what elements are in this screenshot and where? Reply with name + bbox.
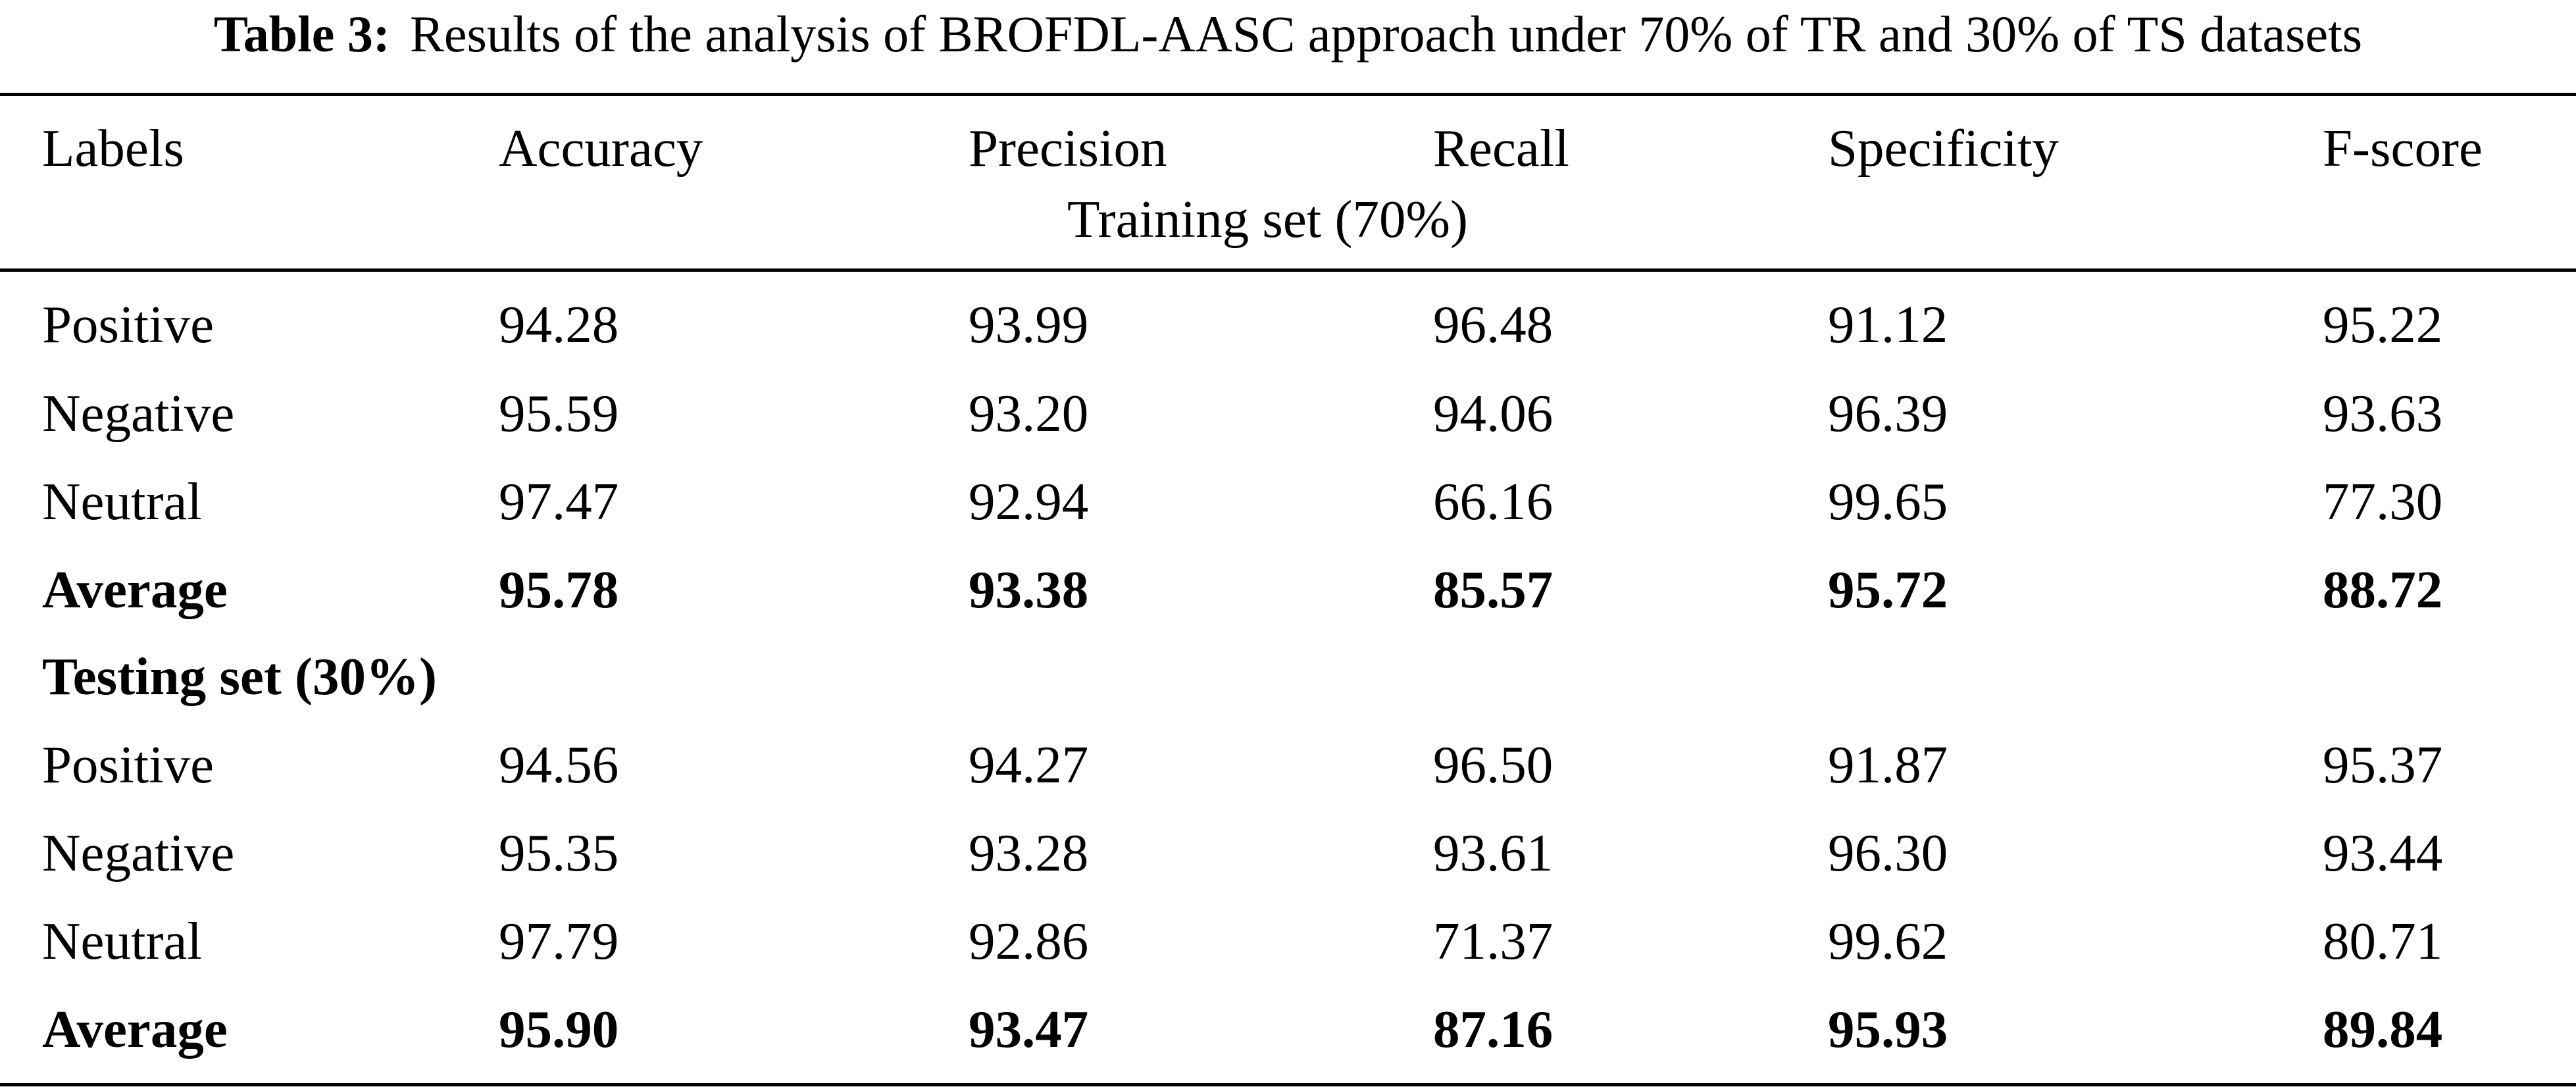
table-cell-f-score: 77.30 bbox=[2323, 472, 2443, 531]
table-cell-specificity: 91.12 bbox=[1828, 295, 1948, 354]
table-cell-recall: 85.57 bbox=[1433, 560, 1553, 619]
column-header-f-score: F-score bbox=[2323, 118, 2483, 178]
training-set-heading: Training set (70%) bbox=[1067, 190, 1468, 249]
table-cell-f-score: 89.84 bbox=[2323, 1000, 2443, 1059]
table-cell-label: Negative bbox=[42, 823, 235, 882]
table-cell-accuracy: 97.79 bbox=[499, 911, 619, 971]
table-header-rule bbox=[0, 268, 2576, 272]
table-bottom-rule bbox=[0, 1083, 2576, 1086]
table-cell-f-score: 95.22 bbox=[2323, 295, 2443, 354]
table-cell-label: Average bbox=[42, 560, 228, 619]
table-cell-recall: 71.37 bbox=[1433, 911, 1553, 971]
table-cell-specificity: 95.93 bbox=[1828, 1000, 1948, 1059]
column-header-specificity: Specificity bbox=[1828, 118, 2059, 178]
table-cell-label: Neutral bbox=[42, 911, 202, 971]
table-cell-precision: 93.47 bbox=[969, 1000, 1089, 1059]
table-cell-accuracy: 95.59 bbox=[499, 384, 619, 443]
table-cell-accuracy: 95.78 bbox=[499, 560, 619, 619]
table-cell-label: Positive bbox=[42, 735, 215, 794]
column-header-precision: Precision bbox=[969, 118, 1167, 178]
table-cell-accuracy: 95.90 bbox=[499, 1000, 619, 1059]
table-cell-specificity: 96.30 bbox=[1828, 823, 1948, 882]
table-cell-accuracy: 97.47 bbox=[499, 472, 619, 531]
table-cell-precision: 92.94 bbox=[969, 472, 1089, 531]
caption-label: Table 3: bbox=[213, 5, 390, 63]
column-header-labels: Labels bbox=[42, 118, 184, 178]
table-cell-specificity: 95.72 bbox=[1828, 560, 1948, 619]
table-cell-f-score: 93.44 bbox=[2323, 823, 2443, 882]
table-cell-recall: 96.50 bbox=[1433, 735, 1553, 794]
table-cell-precision: 93.99 bbox=[969, 295, 1089, 354]
caption-text: Results of the analysis of BROFDL-AASC a… bbox=[409, 5, 2363, 63]
table-cell-precision: 94.27 bbox=[969, 735, 1089, 794]
table-cell-recall: 94.06 bbox=[1433, 384, 1553, 443]
table-cell-recall: 87.16 bbox=[1433, 1000, 1553, 1059]
table-cell-label: Negative bbox=[42, 384, 235, 443]
table-cell-precision: 92.86 bbox=[969, 911, 1089, 971]
table-cell-specificity: 91.87 bbox=[1828, 735, 1948, 794]
table-top-rule bbox=[0, 93, 2576, 96]
table-cell-recall: 93.61 bbox=[1433, 823, 1553, 882]
table-cell-precision: 93.28 bbox=[969, 823, 1089, 882]
table-cell-recall: 96.48 bbox=[1433, 295, 1553, 354]
table-cell-f-score: 80.71 bbox=[2323, 911, 2443, 971]
table-cell-specificity: 99.65 bbox=[1828, 472, 1948, 531]
table-cell-f-score: 93.63 bbox=[2323, 384, 2443, 443]
table-cell-label: Positive bbox=[42, 295, 215, 354]
table-cell-f-score: 95.37 bbox=[2323, 735, 2443, 794]
table-cell-accuracy: 94.56 bbox=[499, 735, 619, 794]
testing-set-heading: Testing set (30%) bbox=[42, 647, 437, 706]
table-cell-specificity: 99.62 bbox=[1828, 911, 1948, 971]
table-cell-accuracy: 95.35 bbox=[499, 823, 619, 882]
table-cell-label: Neutral bbox=[42, 472, 202, 531]
table-cell-specificity: 96.39 bbox=[1828, 384, 1948, 443]
table-caption: Table 3: Results of the analysis of BROFD… bbox=[0, 1, 2576, 67]
table-cell-precision: 93.38 bbox=[969, 560, 1089, 619]
table-cell-label: Average bbox=[42, 1000, 228, 1059]
table-cell-precision: 93.20 bbox=[969, 384, 1089, 443]
table-cell-f-score: 88.72 bbox=[2323, 560, 2443, 619]
column-header-recall: Recall bbox=[1433, 118, 1569, 178]
column-header-accuracy: Accuracy bbox=[499, 118, 703, 178]
table-cell-accuracy: 94.28 bbox=[499, 295, 619, 354]
table-cell-recall: 66.16 bbox=[1433, 472, 1553, 531]
